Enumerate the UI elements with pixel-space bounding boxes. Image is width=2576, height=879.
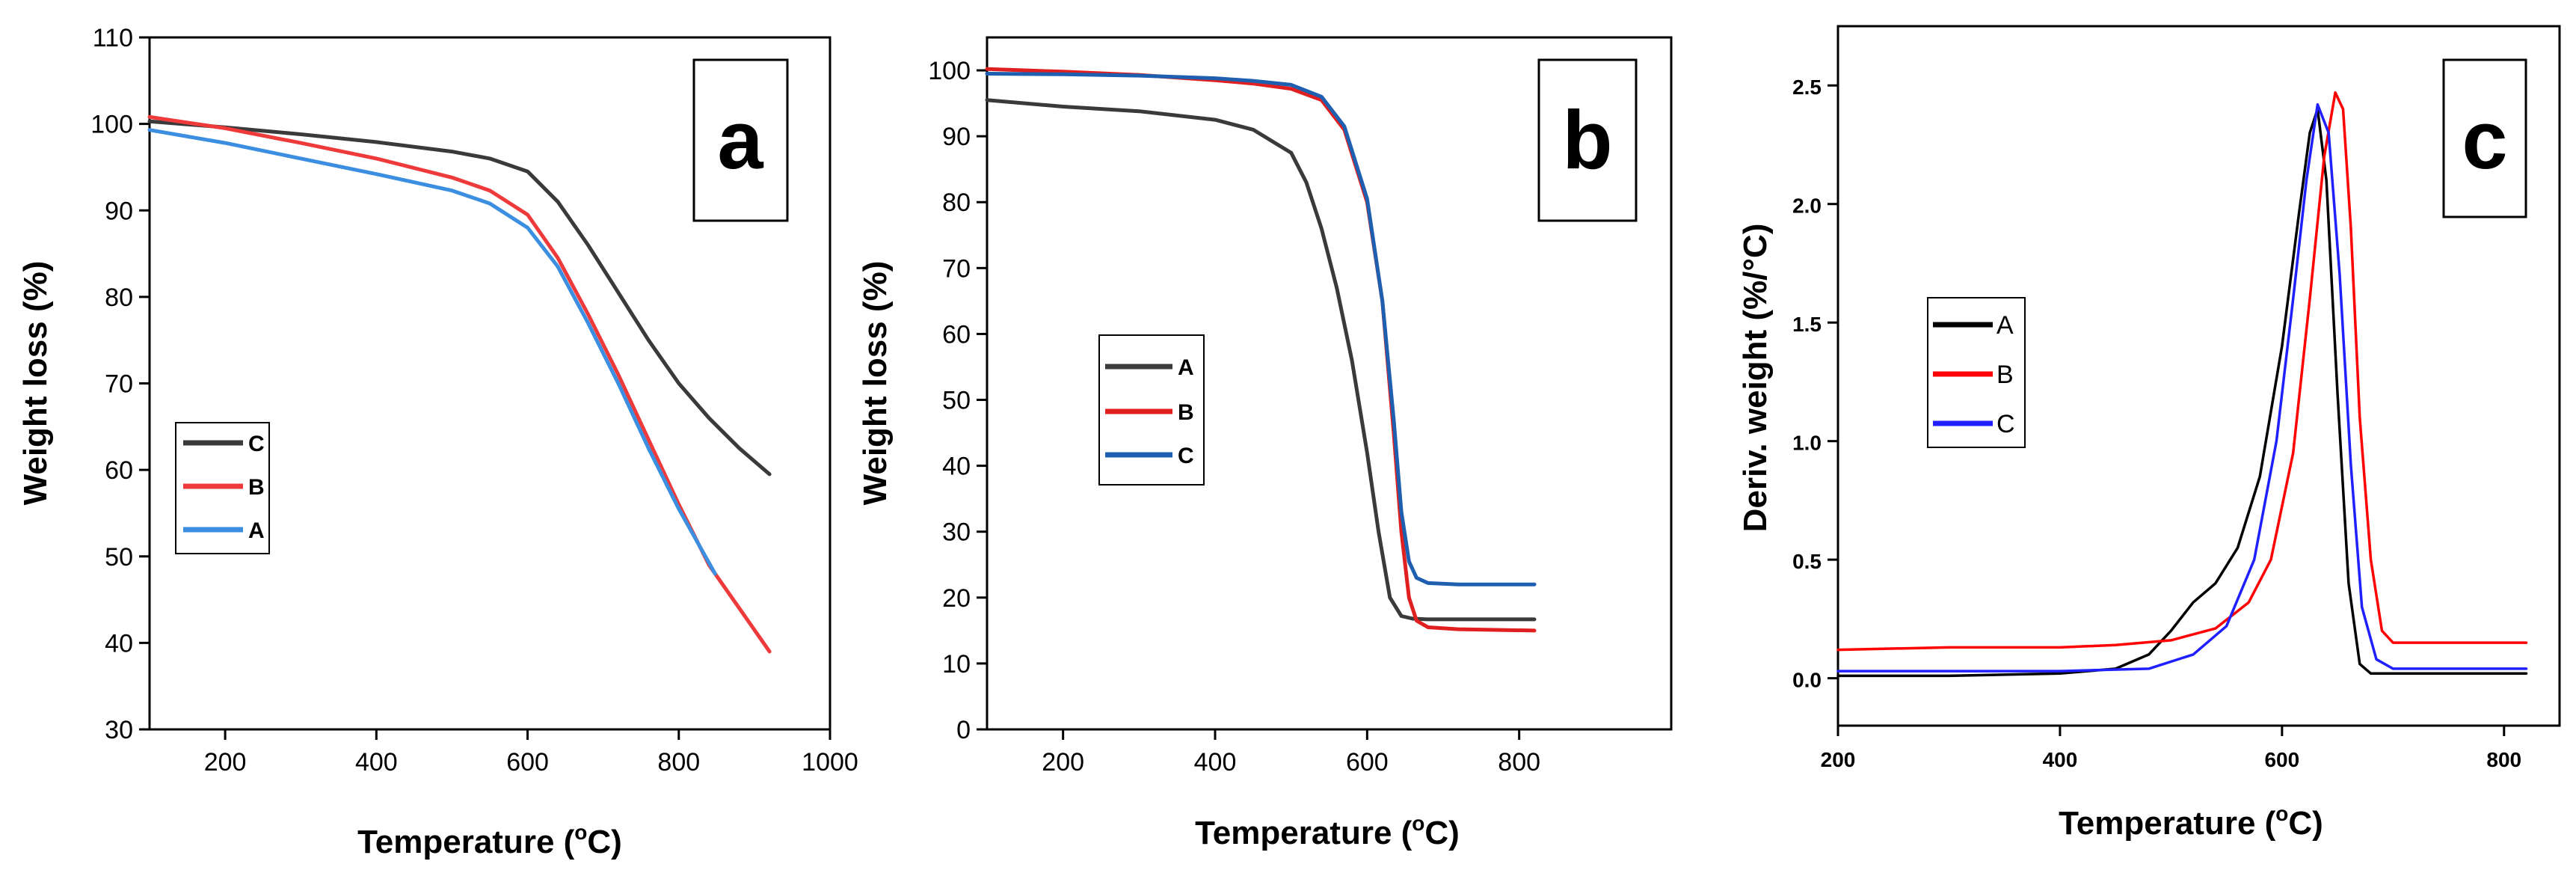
panel-a-series-c <box>147 119 772 477</box>
panel-b-y-axis-title: Weight loss (%) <box>857 261 894 506</box>
panel-a-y-tick-label: 90 <box>105 197 133 225</box>
panel-b-y-tick-label: 100 <box>928 57 971 85</box>
panel-b-legend-label-a: A <box>1178 355 1194 380</box>
panel-c-y-tick-label: 1.5 <box>1792 313 1822 336</box>
panel-c-label-box <box>2442 58 2527 218</box>
panel-c-y-tick-label: 0.0 <box>1792 669 1822 692</box>
panel-c-y-axis: 0.0 0.5 1.0 1.5 2.0 2.5 <box>1792 76 1838 692</box>
panel-a-y-tick-label: 50 <box>105 543 133 572</box>
panel-c-x-tick-label: 600 <box>2264 748 2299 771</box>
panel-a-y-tick-label: 40 <box>105 629 133 658</box>
panel-c-series <box>1836 91 2528 678</box>
panel-b-y-tick-label: 40 <box>942 453 971 481</box>
panel-c: 200 400 600 800 0.0 0.5 1.0 1.5 2.0 2.5 Temperat… <box>1737 25 2561 842</box>
panel-c-series-c <box>1836 102 2528 673</box>
panel-c-series-b <box>1836 91 2528 652</box>
panel-a-y-tick-label: 30 <box>105 716 133 744</box>
panel-c-legend-label-a: A <box>1996 311 2014 340</box>
panel-b-label-box <box>1537 58 1638 222</box>
panel-c-x-tick-label: 200 <box>1821 748 1856 771</box>
panel-b-y-tick-label: 70 <box>942 254 971 283</box>
panel-a-x-tick-label: 800 <box>657 748 700 777</box>
panel-a-x-tick-label: 400 <box>355 748 398 777</box>
panel-b-legend-label-c: C <box>1178 444 1194 468</box>
panel-c-y-tick-label: 2.0 <box>1792 195 1822 218</box>
panel-a-y-axis-title: Weight loss (%) <box>17 261 54 506</box>
panel-c-legend-label-b: B <box>1996 361 2014 389</box>
panel-c-label: c <box>2462 94 2507 186</box>
panel-a-legend-label-a: A <box>248 518 265 543</box>
panel-a-y-tick-label: 60 <box>105 456 133 485</box>
panel-a-label-box <box>692 58 789 222</box>
panel-c-x-tick-label: 400 <box>2043 748 2078 771</box>
panel-c-y-tick-label: 0.5 <box>1792 550 1822 573</box>
panel-b-y-tick-label: 50 <box>942 387 971 415</box>
panel-c-y-axis-title: Deriv. weight (%/°C) <box>1737 224 1774 533</box>
panel-a-series <box>147 114 772 654</box>
panel-c-y-tick-label: 1.0 <box>1792 432 1822 455</box>
panel-a-y-tick-label: 100 <box>90 111 133 139</box>
panel-a-legend-label-c: C <box>248 432 265 456</box>
panel-c-plot-frame <box>1836 25 2561 727</box>
panel-a-x-tick-label: 600 <box>506 748 549 777</box>
panel-a-legend: C B A <box>175 422 270 554</box>
panel-c-x-axis-title: Temperature (oC) <box>2059 802 2323 842</box>
panel-b-y-tick-label: 20 <box>942 584 971 613</box>
panel-b-plot-frame <box>986 36 1673 731</box>
panel-a-x-axis: 200 400 600 800 1000 <box>204 729 858 777</box>
panel-b-x-axis-title: Temperature (oC) <box>1195 812 1460 851</box>
panel-b-x-axis: 200 400 600 800 <box>1042 729 1540 777</box>
panel-c-x-axis: 200 400 600 800 <box>1821 726 2521 771</box>
panel-b-legend-label-b: B <box>1178 400 1194 425</box>
panel-c-series-a <box>1836 108 2528 678</box>
panel-a-x-axis-title: Temperature (oC) <box>357 821 622 860</box>
panel-b-y-tick-label: 10 <box>942 650 971 679</box>
panel-b-y-tick-label: 30 <box>942 518 971 547</box>
panel-a-x-tick-label: 200 <box>204 748 247 777</box>
panel-b-y-tick-label: 60 <box>942 320 971 349</box>
panel-b-series <box>985 67 1537 633</box>
panel-a-series-a <box>147 128 717 576</box>
panel-a-y-tick-label: 70 <box>105 370 133 399</box>
panel-b-legend: A B C <box>1098 334 1205 486</box>
panel-a-y-axis: 30 40 50 60 70 80 90 100 110 <box>90 24 150 744</box>
panel-b-label: b <box>1562 94 1612 186</box>
panel-a-y-tick-label: 80 <box>105 284 133 312</box>
panel-b-y-tick-label: 90 <box>942 123 971 151</box>
panel-c-legend: A B C <box>1927 297 2026 448</box>
panel-c-x-tick-label: 800 <box>2486 748 2521 771</box>
panel-a-y-tick-label: 110 <box>93 24 133 52</box>
panel-a: 200 400 600 800 1000 30 40 50 60 70 80 90 100 110 Te… <box>17 24 858 860</box>
panel-a-x-tick-label: 1000 <box>802 748 858 777</box>
panel-b-y-axis: 0 10 20 30 40 50 60 70 80 90 100 <box>928 57 987 744</box>
panel-b-y-tick-label: 0 <box>956 716 971 744</box>
panel-a-label: a <box>717 94 763 186</box>
panel-b-x-tick-label: 800 <box>1498 748 1540 777</box>
panel-b-y-tick-label: 80 <box>942 189 971 217</box>
panel-b: 200 400 600 800 0 10 20 30 40 50 60 70 80 90 100 Temp… <box>857 36 1673 851</box>
panel-c-y-tick-label: 2.5 <box>1792 76 1822 99</box>
panel-b-x-tick-label: 200 <box>1042 748 1084 777</box>
panel-b-series-c <box>985 72 1537 586</box>
panel-c-legend-label-c: C <box>1996 410 2015 438</box>
panel-b-x-tick-label: 600 <box>1346 748 1389 777</box>
panel-a-legend-label-b: B <box>248 475 265 500</box>
panel-b-x-tick-label: 400 <box>1194 748 1237 777</box>
